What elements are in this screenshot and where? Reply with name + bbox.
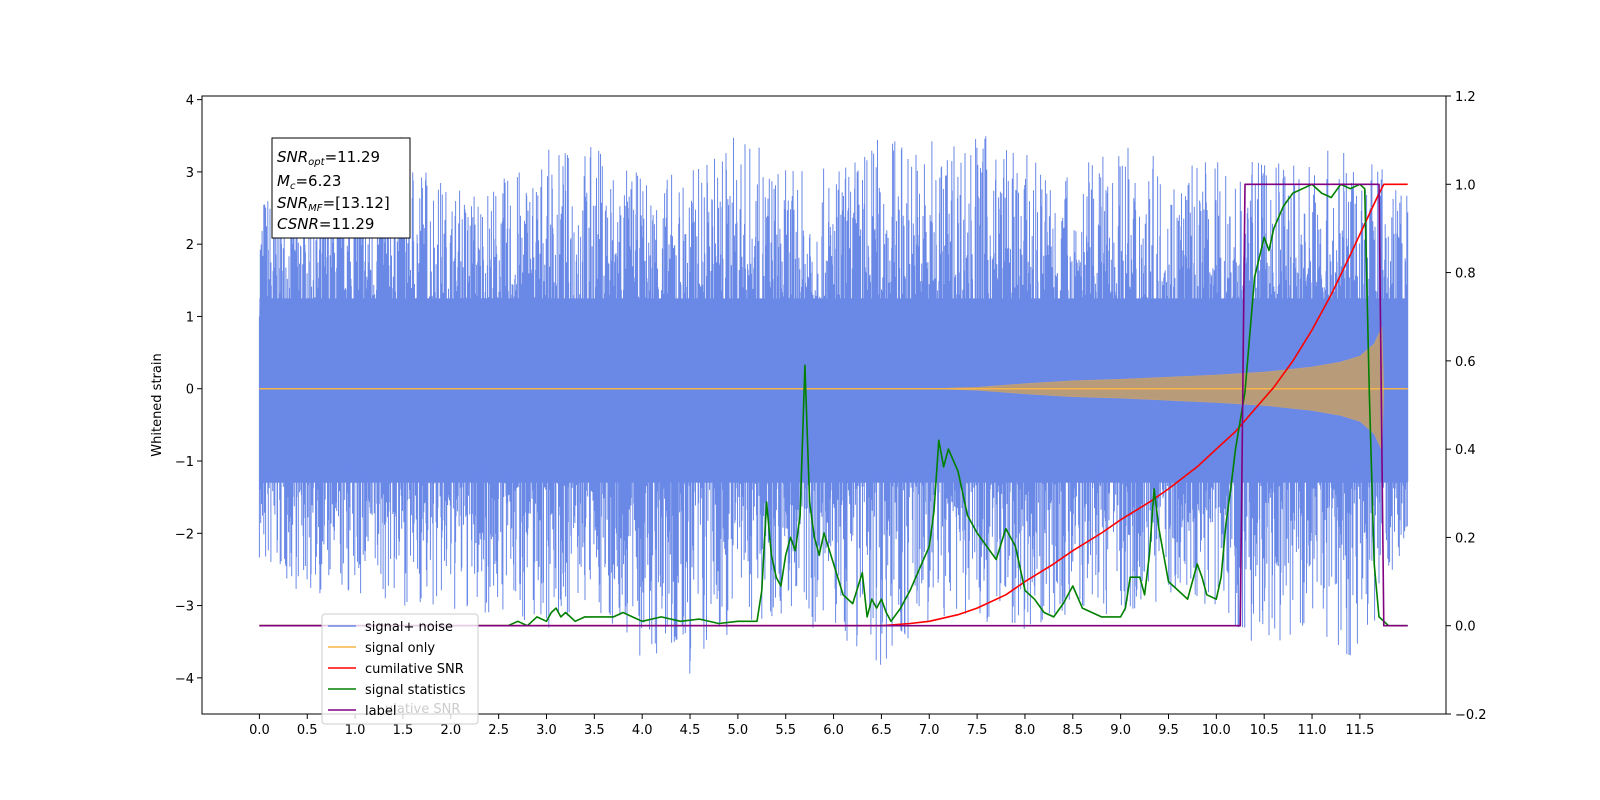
x-tick-label: 8.5	[1062, 723, 1083, 738]
annotation-line-snr-mf: SNRMF=[13.12]	[277, 194, 390, 214]
plot-frame	[201, 95, 1447, 715]
y-tick-label: 1	[186, 310, 194, 325]
annotation-value: =11.29	[325, 148, 381, 166]
y2-tick-label: 1.0	[1455, 178, 1476, 193]
x-tick-label: 6.0	[823, 723, 844, 738]
x-axis: 0.0 0.5 1.0 1.5 2.0 2.5 3.0 3.5 4.0 4.5 5.0 5.5 6.0 6…	[249, 714, 1374, 738]
y2-tick-label: 0.2	[1455, 531, 1476, 546]
y-tick-label: 2	[186, 238, 194, 253]
y-axis-right: 1.2 1.0 0.8 0.6 0.4 0.2 0.0 −0.2	[1446, 90, 1487, 723]
legend-label-cumulative-snr: cumilative SNR	[365, 662, 464, 677]
signal-only-series	[259, 327, 1408, 451]
annotation-value: =[13.12]	[323, 194, 390, 212]
x-tick-label: 9.5	[1158, 723, 1179, 738]
statistics-lines	[259, 183, 1408, 627]
x-tick-label: 1.0	[345, 723, 366, 738]
y2-tick-label: 0.8	[1455, 267, 1476, 282]
metrics-annotation: SNRopt=11.29 Mc=6.23 SNRMF=[13.12] CSNR=…	[271, 137, 411, 239]
cumulative-snr-line	[259, 183, 1408, 627]
y-tick-label: 4	[186, 94, 194, 109]
y-tick-label: −4	[175, 672, 194, 687]
y2-tick-label: 0.4	[1455, 443, 1476, 458]
y-tick-label: −1	[175, 455, 194, 470]
x-tick-label: 0.0	[249, 723, 270, 738]
x-tick-label: 5.0	[728, 723, 749, 738]
legend-box	[321, 613, 479, 725]
x-tick-label: 6.5	[871, 723, 892, 738]
x-tick-label: 2.0	[440, 723, 461, 738]
y2-tick-label: −0.2	[1455, 708, 1487, 723]
legend-label-signal-only: signal only	[365, 641, 435, 656]
x-tick-label: 5.5	[775, 723, 796, 738]
y-axis-label: Whitened strain	[150, 353, 165, 456]
x-tick-label: 9.0	[1110, 723, 1131, 738]
x-tick-label: 1.5	[393, 723, 414, 738]
annotation-line-mc: Mc=6.23	[277, 172, 341, 192]
annotation-sub: opt	[308, 157, 325, 168]
y2-tick-label: 0.6	[1455, 355, 1476, 370]
x-tick-label: 4.0	[632, 723, 653, 738]
legend-ghost-text: ulative SNR	[385, 702, 460, 717]
x-tick-label: 2.5	[488, 723, 509, 738]
annotation-base: M	[277, 172, 290, 190]
annotation-base: SNR	[277, 194, 308, 212]
annotation-base: CSNR	[277, 215, 319, 233]
y-tick-label: 3	[186, 166, 194, 181]
annotation-sub: MF	[308, 203, 323, 214]
annotation-box	[271, 137, 411, 239]
annotation-base: SNR	[277, 148, 308, 166]
annotation-sub: c	[290, 181, 296, 192]
x-tick-label: 3.5	[584, 723, 605, 738]
y-tick-label: −2	[175, 527, 194, 542]
y2-tick-label: 0.0	[1455, 620, 1476, 635]
legend-label-signal-statistics: signal statistics	[365, 683, 466, 698]
x-tick-label: 11.0	[1298, 723, 1327, 738]
x-tick-label: 3.0	[536, 723, 557, 738]
annotation-line-csnr: CSNR=11.29	[277, 215, 374, 233]
signal-noise-series	[258, 136, 1409, 674]
x-tick-label: 8.0	[1015, 723, 1036, 738]
x-tick-label: 10.5	[1250, 723, 1279, 738]
x-tick-label: 10.0	[1202, 723, 1231, 738]
x-tick-label: 7.0	[919, 723, 940, 738]
label-line	[259, 183, 1408, 627]
x-tick-label: 7.5	[967, 723, 988, 738]
annotation-value: =11.29	[319, 215, 375, 233]
y2-tick-label: 1.2	[1455, 90, 1476, 105]
legend-label-signal-noise: signal+ noise	[365, 620, 453, 635]
noise-trace	[258, 136, 1409, 674]
x-tick-label: 4.5	[680, 723, 701, 738]
y-tick-label: −3	[175, 600, 194, 615]
annotation-line-snr-opt: SNRopt=11.29	[277, 148, 380, 168]
legend: ulative SNR signal+ noise signal only cu…	[321, 613, 479, 725]
signal-statistics-line	[259, 183, 1408, 627]
x-tick-label: 11.5	[1345, 723, 1374, 738]
x-tick-label: 0.5	[297, 723, 318, 738]
plot-area	[258, 136, 1409, 674]
annotation-value: =6.23	[295, 172, 341, 190]
y-tick-label: 0	[186, 383, 194, 398]
y-axis-left: 4 3 2 1 0 −1 −2 −3 −4	[175, 94, 202, 687]
legend-label-label: label	[365, 704, 396, 719]
